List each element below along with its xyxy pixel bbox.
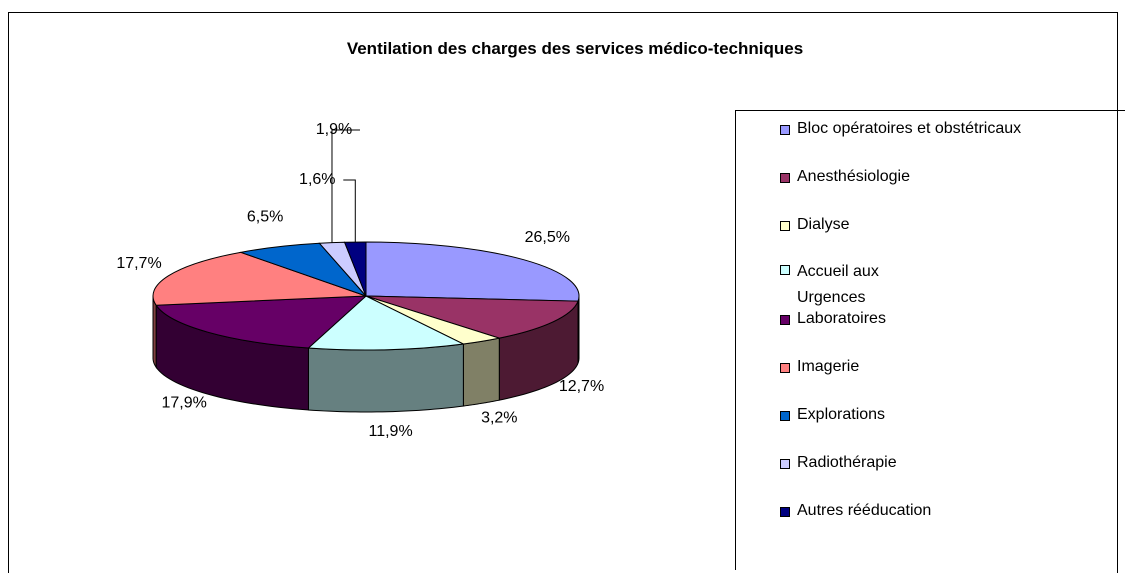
- legend-item: Laboratoires: [736, 309, 1125, 357]
- legend-label: Radiothérapie: [797, 454, 897, 471]
- legend-item: Radiothérapie: [736, 453, 1125, 501]
- chart-frame: [8, 12, 1118, 573]
- pie-slice: [307, 295, 466, 351]
- legend-swatch: [780, 221, 790, 231]
- legend-swatch: [780, 507, 790, 517]
- pie-side: [152, 295, 157, 369]
- legend: Bloc opératoires et obstétricaux Anesthés…: [735, 110, 1125, 570]
- data-label: 6,5%: [247, 208, 283, 225]
- pie-side: [307, 343, 464, 413]
- legend-item: Accueil aux Urgences: [736, 259, 946, 309]
- legend-swatch: [780, 125, 790, 135]
- legend-item: Imagerie: [736, 357, 1125, 405]
- data-label: 17,9%: [161, 395, 206, 412]
- leader-line: [331, 129, 360, 243]
- data-label: 11,9%: [369, 423, 413, 440]
- legend-label: Laboratoires: [797, 310, 886, 327]
- legend-label: Bloc opératoires et obstétricaux: [797, 120, 1022, 137]
- data-label: 1,6%: [299, 171, 335, 188]
- data-label: 3,2%: [481, 409, 517, 426]
- legend-label: Imagerie: [797, 358, 860, 375]
- pie-slice: [365, 295, 579, 339]
- legend-item: Autres rééducation: [736, 501, 1125, 549]
- data-label: 17,7%: [116, 255, 161, 272]
- pie-slice: [155, 295, 368, 349]
- legend-swatch: [780, 173, 790, 183]
- legend-swatch: [780, 363, 790, 373]
- pie-slice: [365, 241, 580, 302]
- data-label: 1,9%: [316, 121, 352, 138]
- legend-item: Explorations: [736, 405, 1125, 453]
- pie-side: [462, 337, 500, 407]
- legend-label: Autres rééducation: [797, 502, 932, 519]
- legend-label: Dialyse: [797, 216, 850, 233]
- legend-swatch: [780, 411, 790, 421]
- legend-label: Explorations: [797, 406, 886, 423]
- data-label: 26,5%: [525, 229, 570, 246]
- data-label: 12,7%: [559, 378, 604, 395]
- legend-label: Anesthésiologie: [797, 168, 910, 185]
- legend-swatch: [780, 265, 790, 275]
- chart-title: Ventilation des charges des services méd…: [347, 39, 803, 58]
- legend-item: Dialyse: [736, 215, 1125, 263]
- legend-label: Accueil aux Urgences: [797, 263, 879, 306]
- legend-swatch: [780, 459, 790, 469]
- legend-item: Anesthésiologie: [736, 167, 1125, 215]
- legend-swatch: [780, 315, 790, 325]
- pie-slice: [152, 251, 367, 306]
- leader-line: [343, 179, 356, 243]
- legend-item: Bloc opératoires et obstétricaux: [736, 119, 1125, 167]
